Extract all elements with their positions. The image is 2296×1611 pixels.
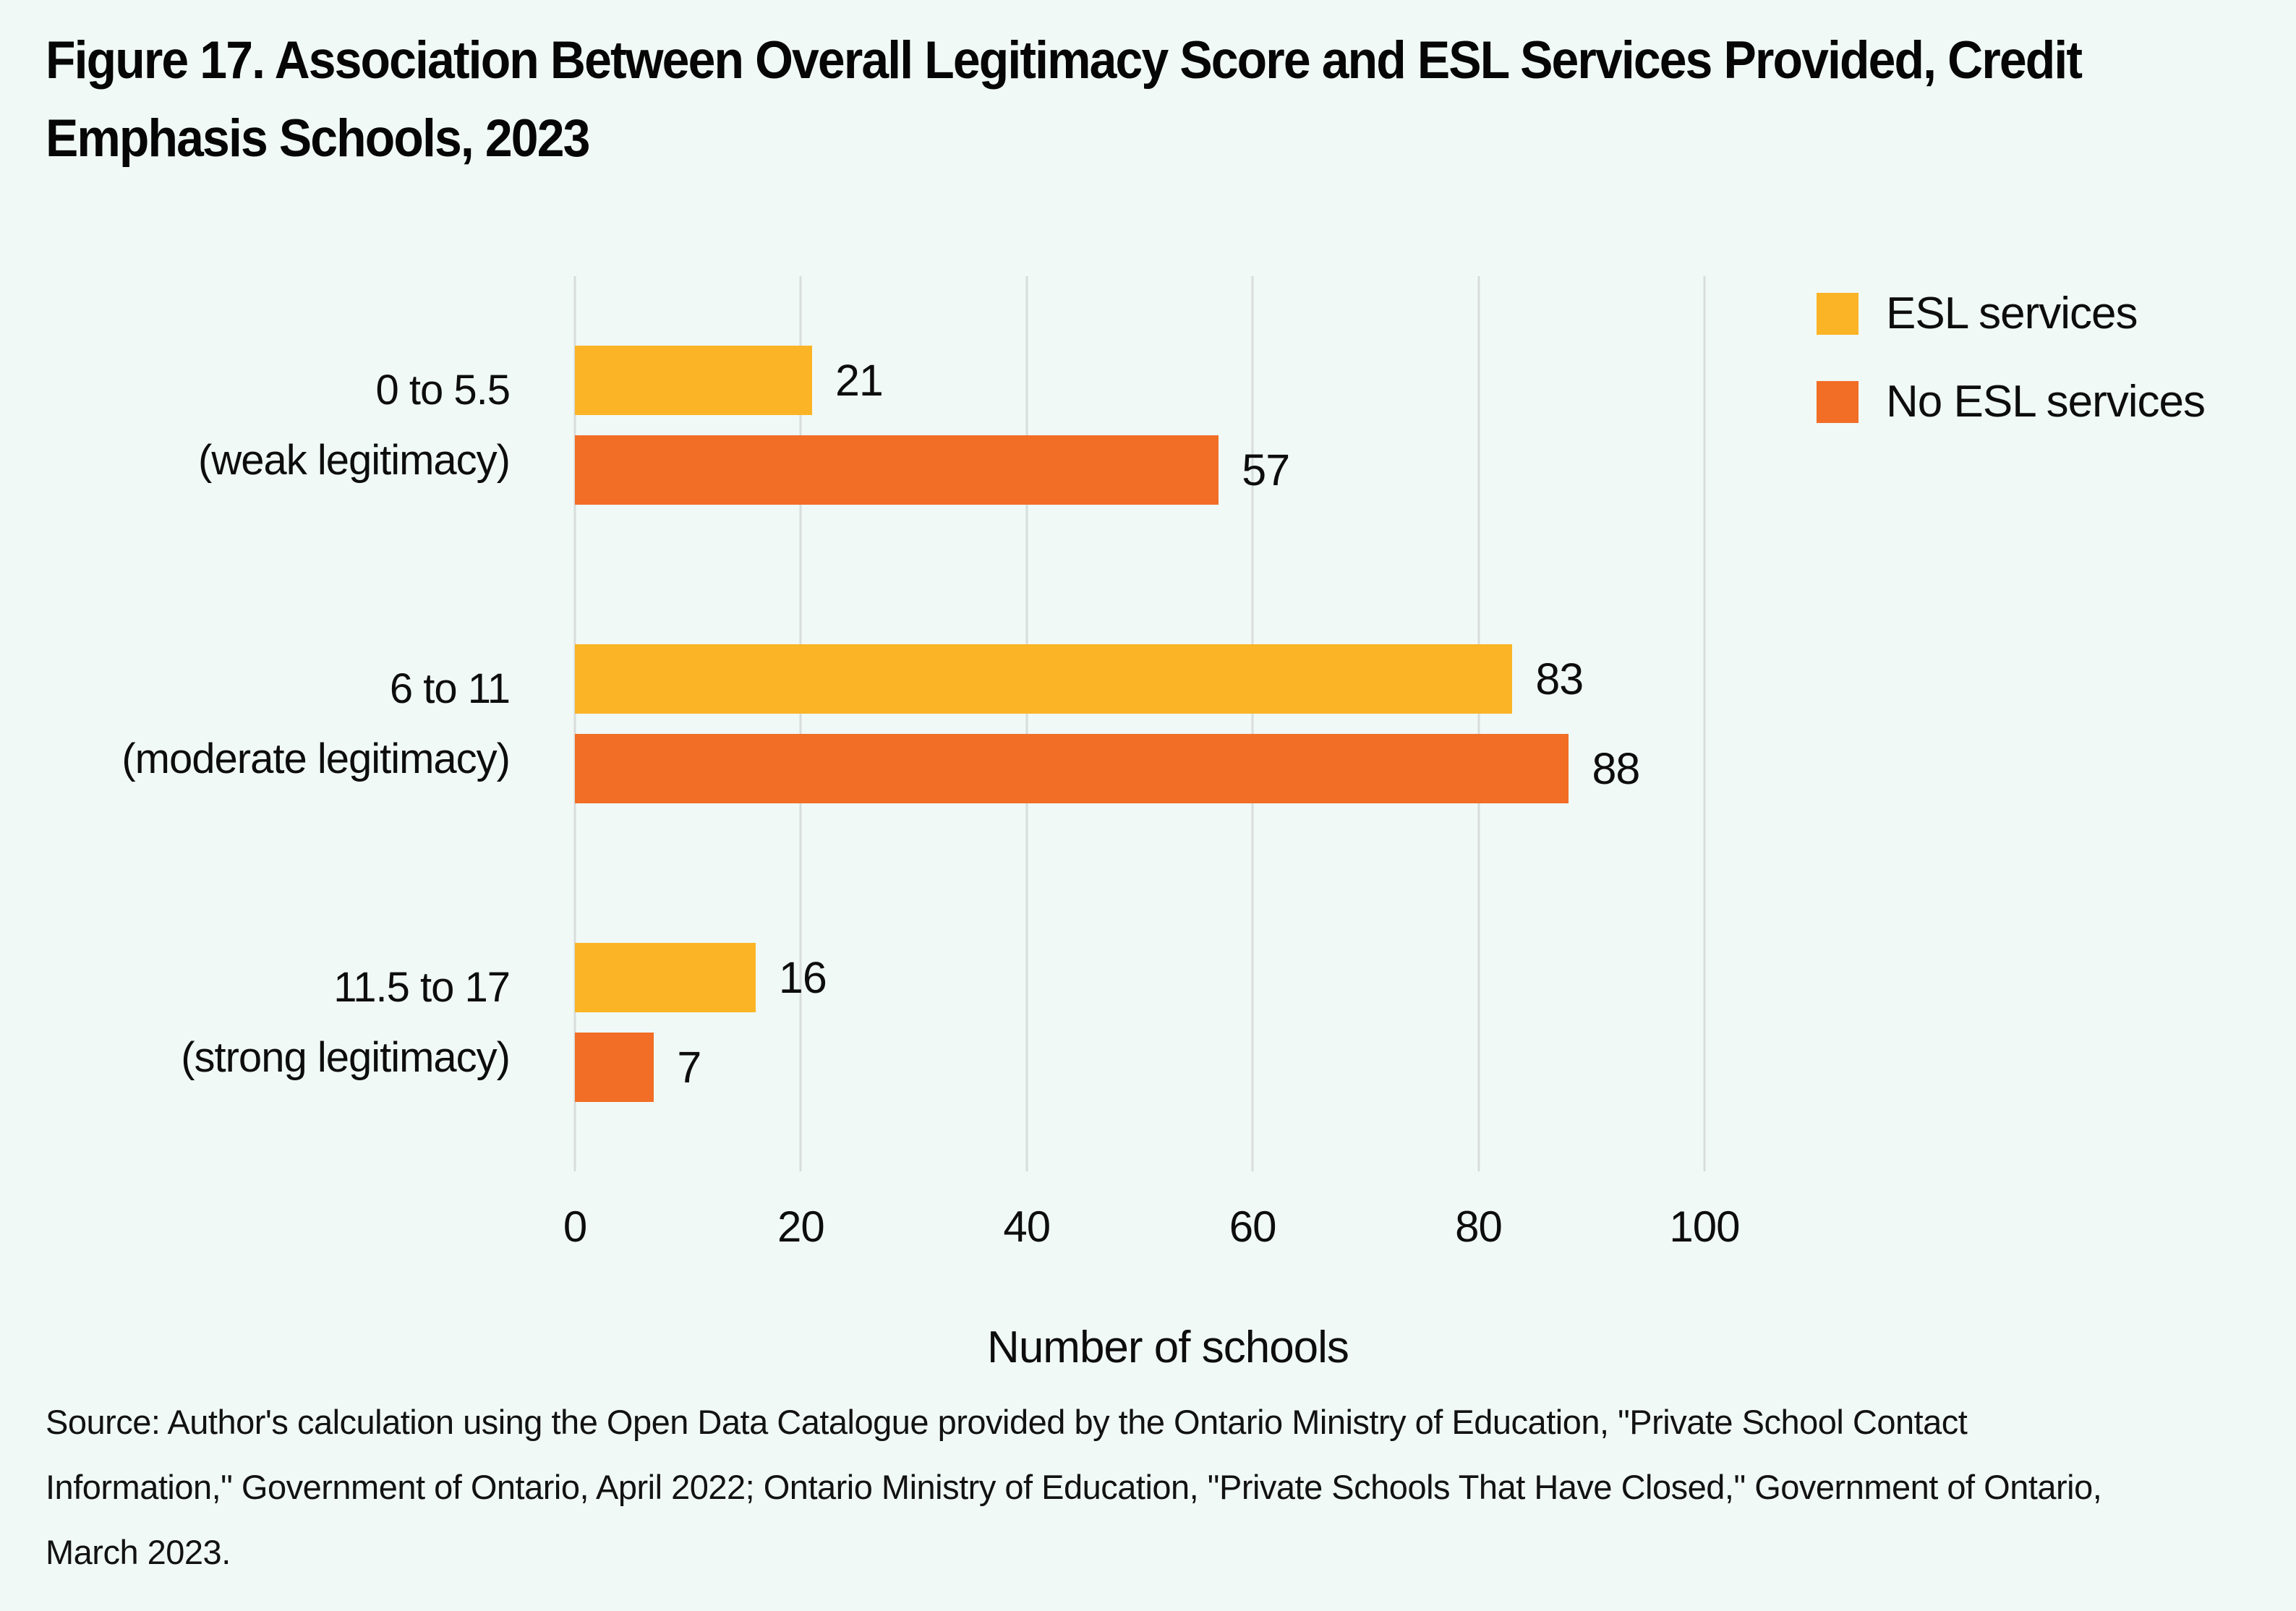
gridline-60 [1251,276,1254,1171]
gridline-40 [1025,276,1028,1171]
category-label-line: (moderate legitimacy) [121,735,511,782]
plot-area: 21 57 83 88 16 7 [573,276,1761,1171]
bar-value-label: 7 [677,1042,701,1092]
x-tick-label-100: 100 [1669,1202,1740,1251]
figure-title: Figure 17. Association Between Overall L… [46,31,2083,168]
category-label-line: (weak legitimacy) [198,437,511,484]
legend-swatch-no-esl-services [1817,381,1858,423]
legend-swatch-esl-services [1817,293,1858,335]
gridline-0 [573,276,576,1171]
gridline-20 [799,276,802,1171]
x-axis-tick-labels: 0 20 40 60 80 100 [563,1202,1761,1260]
gridline-100 [1703,276,1706,1171]
gridline-80 [1477,276,1480,1171]
bar-no-esl-services-3 [575,1032,654,1102]
category-label-line: 11.5 to 17 [333,963,511,1011]
legend-label: ESL services [1886,289,2138,338]
y-axis-category-labels: 0 to 5.5 (weak legitimacy) 6 to 11 (moderat… [29,276,511,1171]
bar-value-label: 16 [778,952,827,1002]
category-label-line: 6 to 11 [389,665,511,712]
bar-value-label: 83 [1535,654,1584,704]
bar-value-label: 21 [835,356,884,406]
bar-value-label: 57 [1242,445,1290,495]
legend-item-esl-services: ESL services [1817,289,2205,338]
category-label-2: 6 to 11 (moderate legitimacy) [29,654,511,794]
x-tick-label-40: 40 [1003,1202,1051,1251]
x-tick-label-20: 20 [777,1202,825,1251]
category-label-line: (strong legitimacy) [181,1033,511,1081]
bar-esl-services-1 [575,346,812,416]
legend-item-no-esl-services: No ESL services [1817,377,2206,427]
x-tick-label-0: 0 [563,1202,587,1251]
source-note: Source: Author's calculation using the O… [46,1403,2102,1571]
bar-esl-services-3 [575,942,756,1012]
legend-label: No ESL services [1886,377,2206,427]
x-tick-label-60: 60 [1229,1202,1277,1251]
x-tick-label-80: 80 [1455,1202,1503,1251]
category-label-line: 0 to 5.5 [375,367,511,414]
bar-no-esl-services-2 [575,734,1569,803]
bar-no-esl-services-1 [575,435,1219,505]
category-label-3: 11.5 to 17 (strong legitimacy) [29,952,511,1093]
category-label-1: 0 to 5.5 (weak legitimacy) [29,355,511,495]
bar-value-label: 88 [1592,744,1640,793]
chart-legend: ESL services No ESL services [1817,289,2206,427]
bar-esl-services-2 [575,644,1513,714]
x-axis-title: Number of schools [987,1322,1349,1372]
